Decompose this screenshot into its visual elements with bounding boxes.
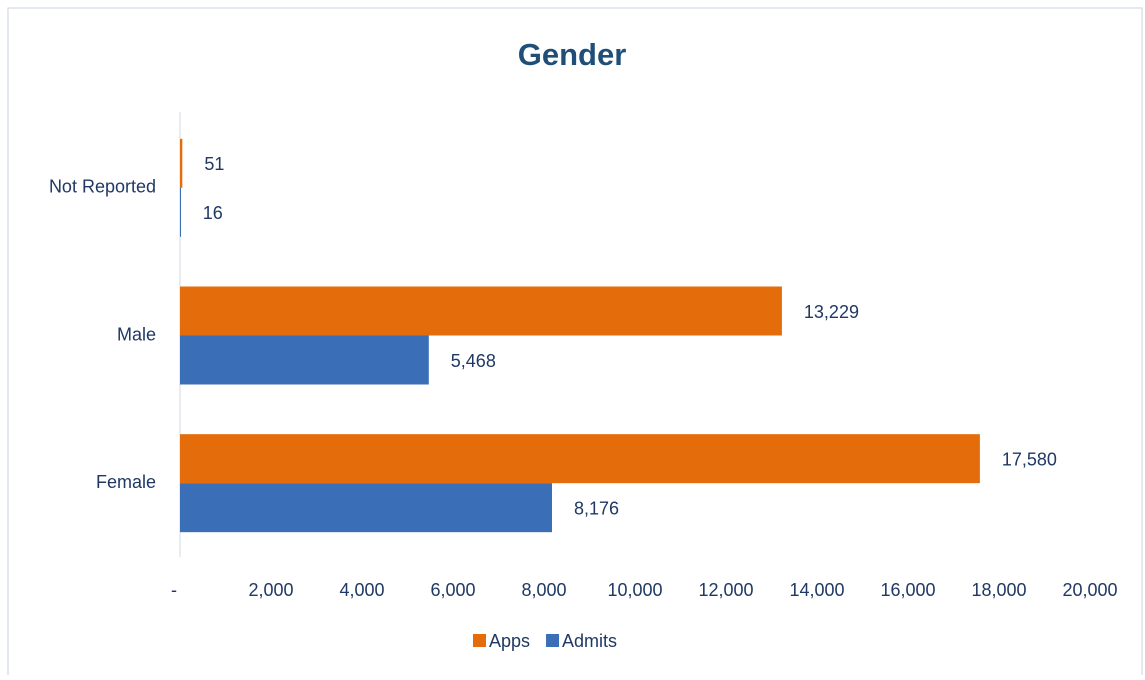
y-tick-label: Not Reported [49, 177, 156, 197]
legend-label: Apps [489, 631, 530, 651]
bar [180, 483, 553, 533]
data-label: 51 [204, 154, 224, 174]
chart-title: Gender [518, 37, 627, 72]
x-tick-label: 6,000 [430, 580, 475, 600]
legend-swatch [546, 634, 560, 647]
y-tick-label: Male [117, 324, 156, 344]
x-tick-label: 4,000 [339, 580, 384, 600]
bar [180, 187, 181, 237]
bar [180, 434, 980, 484]
x-tick-label: 2,000 [248, 580, 293, 600]
legend-label: Admits [562, 631, 617, 651]
legend-swatch [473, 634, 486, 647]
x-tick-label: 12,000 [698, 580, 753, 600]
x-tick-label: 14,000 [789, 580, 844, 600]
x-tick-label: 10,000 [607, 580, 662, 600]
data-label: 8,176 [574, 498, 619, 518]
x-tick-label: 8,000 [521, 580, 566, 600]
bar [180, 286, 782, 336]
x-tick-label: 16,000 [880, 580, 935, 600]
y-tick-label: Female [96, 472, 156, 492]
bar [180, 138, 183, 188]
chart-border [7, 7, 1143, 680]
x-tick-label: 18,000 [971, 580, 1026, 600]
data-label: 5,468 [451, 351, 496, 371]
data-label: 13,229 [804, 302, 859, 322]
x-tick-label: 20,000 [1062, 580, 1117, 600]
x-tick-label: - [171, 580, 177, 600]
data-label: 16 [203, 203, 223, 223]
bar [180, 335, 429, 385]
data-label: 17,580 [1002, 449, 1057, 469]
